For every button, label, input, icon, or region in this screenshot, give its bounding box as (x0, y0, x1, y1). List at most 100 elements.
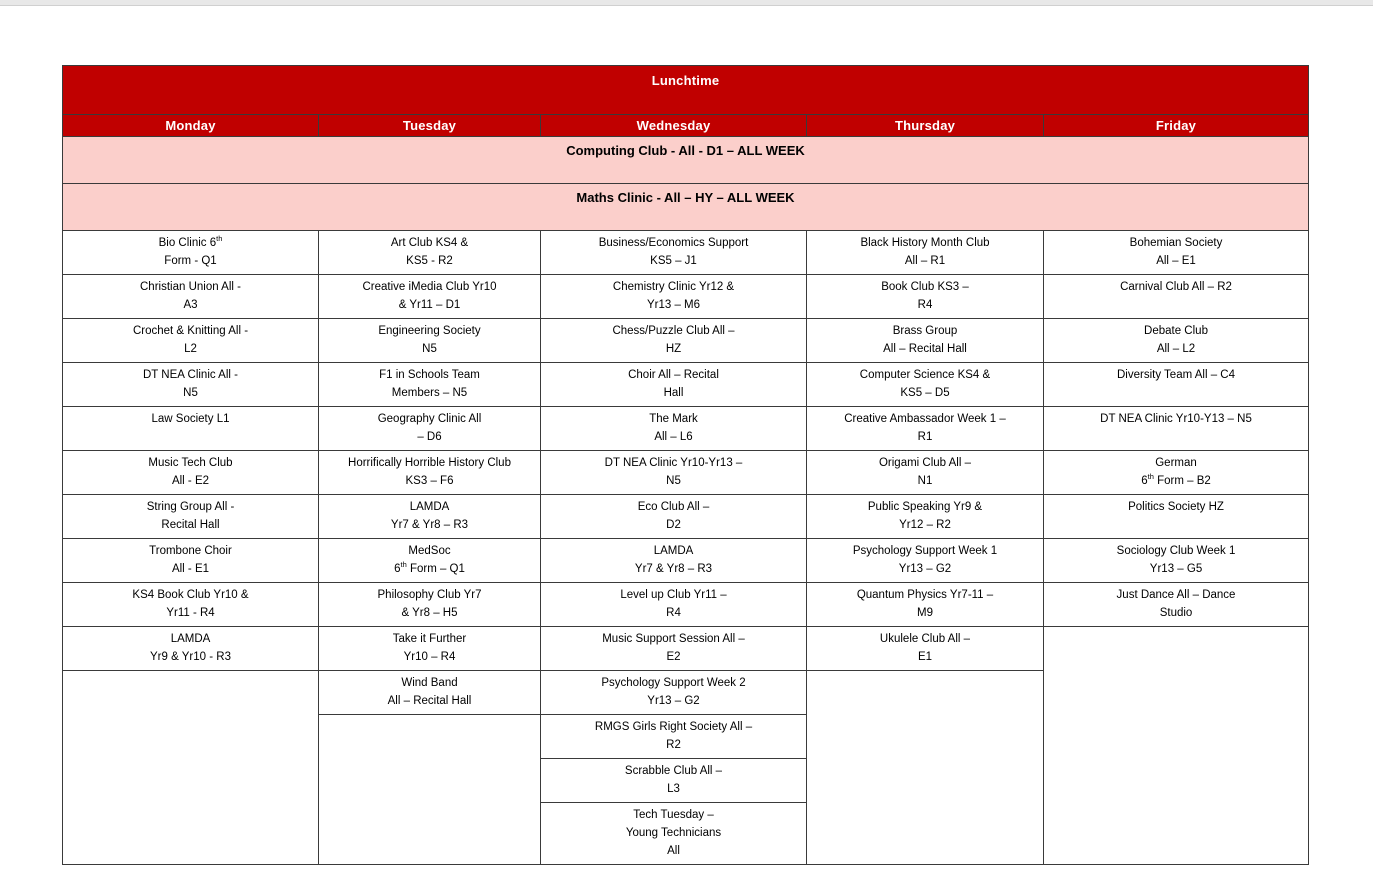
club-cell: Eco Club All – D2 (540, 494, 807, 539)
club-cell: Bio Clinic 6th Form - Q1 (62, 230, 319, 275)
club-line: Recital Hall (161, 519, 220, 531)
empty-cell (318, 714, 541, 865)
table-row: Maths Clinic - All – HY – ALL WEEK (61, 183, 1310, 231)
club-line: Music Support Session All – (602, 633, 745, 645)
club-cell: String Group All - Recital Hall (62, 494, 319, 539)
club-cell: Art Club KS4 & KS5 - R2 (318, 230, 541, 275)
club-cell: German 6th Form – B2 (1042, 450, 1310, 495)
club-line: L3 (667, 783, 680, 795)
club-cell: Wind Band All – Recital Hall (318, 670, 541, 715)
club-cell: Public Speaking Yr9 & Yr12 – R2 (806, 494, 1044, 539)
timetable-page: Lunchtime Monday Tuesday Wednesday Thursday F… (61, 65, 1310, 865)
club-line: Yr7 & Yr8 – R3 (634, 563, 713, 575)
club-line: Yr13 – G2 (898, 563, 952, 575)
club-line: Art Club KS4 & (390, 237, 469, 249)
club-cell: Horrifically Horrible History Club KS3 – … (318, 450, 541, 495)
day-header-monday: Monday (62, 114, 319, 137)
club-line: E2 (666, 651, 681, 663)
club-line: R4 (666, 607, 681, 619)
club-line: Carnival Club All – R2 (1120, 281, 1232, 293)
club-line: DT NEA Clinic Yr10-Y13 – N5 (1100, 413, 1252, 425)
table-row: String Group All - Recital Hall LAMDA Yr7 &… (62, 494, 1310, 539)
club-line: Diversity Team All – C4 (1116, 369, 1236, 381)
table-row: Music Tech Club All - E2 Horrifically Horr… (62, 450, 1310, 495)
lunchtime-timetable: Lunchtime Monday Tuesday Wednesday Thursday F… (61, 65, 1310, 865)
empty-cell (62, 670, 319, 865)
day-header-thursday: Thursday (806, 114, 1044, 137)
club-line: Debate Club (1144, 325, 1208, 337)
club-cell: DT NEA Clinic Yr10-Yr13 – N5 (540, 450, 807, 495)
club-line: LAMDA (170, 633, 211, 645)
club-line: All – E1 (1156, 255, 1196, 267)
club-line: Politics Society HZ (1128, 501, 1224, 513)
club-line: Young Technicians (625, 827, 722, 839)
club-line: Bohemian Society (1129, 237, 1223, 249)
club-line: R2 (666, 739, 681, 751)
club-line: Geography Clinic All (377, 413, 482, 425)
club-line: Black History Month Club (860, 237, 990, 249)
timetable-title: Lunchtime (61, 65, 1310, 115)
club-cell: F1 in Schools Team Members – N5 (318, 362, 541, 407)
club-line: KS4 Book Club Yr10 & (132, 589, 249, 601)
club-cell: Diversity Team All – C4 (1042, 362, 1310, 407)
club-line: Yr13 – M6 (646, 299, 701, 311)
club-cell: MedSoc 6th Form – Q1 (318, 538, 541, 583)
club-cell: Law Society L1 (62, 406, 319, 451)
club-line: Chess/Puzzle Club All – (612, 325, 735, 337)
club-line: Eco Club All – (637, 501, 710, 513)
club-line: Horrifically Horrible History Club (348, 457, 511, 469)
club-line: Law Society L1 (151, 413, 230, 425)
club-cell: Debate Club All – L2 (1042, 318, 1310, 363)
all-week-banner-2: Maths Clinic - All – HY – ALL WEEK (61, 183, 1310, 231)
club-line: Music Tech Club (148, 457, 233, 469)
club-line: Trombone Choir (149, 545, 232, 557)
club-cell: Music Tech Club All - E2 (62, 450, 319, 495)
club-line: HZ (665, 343, 682, 355)
club-line: KS5 – D5 (900, 387, 950, 399)
club-line: Creative iMedia Club Yr10 (362, 281, 497, 293)
club-line: Wind Band (401, 677, 458, 689)
club-line: & Yr11 – D1 (398, 299, 461, 311)
club-cell: LAMDA Yr9 & Yr10 - R3 (62, 626, 319, 671)
day-header-wednesday: Wednesday (540, 114, 807, 137)
table-row: Bio Clinic 6th Form - Q1 Art Club KS4 & KS5… (62, 230, 1310, 275)
club-line: Choir All – Recital (628, 369, 719, 381)
club-cell: LAMDA Yr7 & Yr8 – R3 (318, 494, 541, 539)
club-line: R1 (917, 431, 933, 443)
club-line: Public Speaking Yr9 & (867, 501, 983, 513)
club-line: Computer Science KS4 & (859, 369, 991, 381)
club-line: Yr9 & Yr10 - R3 (150, 651, 231, 663)
club-line: Brass Group (892, 325, 958, 337)
club-line: Ukulele Club All – (879, 633, 971, 645)
club-line: Yr7 & Yr8 – R3 (390, 519, 469, 531)
club-line: R4 (917, 299, 933, 311)
club-cell: Creative iMedia Club Yr10 & Yr11 – D1 (318, 274, 541, 319)
table-row: DT NEA Clinic All - N5 F1 in Schools Team M… (62, 362, 1310, 407)
table-row: Crochet & Knitting All - L2 Engineering So… (62, 318, 1310, 363)
table-row: LAMDA Yr9 & Yr10 - R3 Take it Further Yr10 … (62, 626, 1310, 865)
table-row: Tech Tuesday – Young Technicians All (63, 802, 1309, 865)
club-line: All – Recital Hall (883, 343, 967, 355)
club-cell: Black History Month Club All – R1 (806, 230, 1044, 275)
club-line: Sociology Club Week 1 (1116, 545, 1236, 557)
club-cell: Carnival Club All – R2 (1042, 274, 1310, 319)
club-cell: Take it Further Yr10 – R4 (318, 626, 541, 671)
club-cell: Ukulele Club All – E1 (806, 626, 1044, 671)
club-line: Yr12 – R2 (899, 519, 951, 531)
club-line: N5 (666, 475, 681, 487)
club-cell: Business/Economics Support KS5 – J1 (540, 230, 807, 275)
club-line: Yr13 – G2 (647, 695, 700, 707)
club-line: Engineering Society (378, 325, 481, 337)
club-line: The Mark (649, 413, 698, 425)
club-line: Yr13 – G5 (1149, 563, 1203, 575)
club-line: LAMDA (653, 545, 694, 557)
club-line: All – R1 (904, 255, 946, 267)
table-row: Trombone Choir All - E1 MedSoc 6th Form – Q… (62, 538, 1310, 583)
club-line: Business/Economics Support (598, 237, 749, 249)
club-line: Philosophy Club Yr7 (377, 589, 482, 601)
club-line: Level up Club Yr11 – (620, 589, 727, 601)
club-cell: Geography Clinic All – D6 (318, 406, 541, 451)
club-line: All - E2 (171, 475, 210, 487)
club-line: Tech Tuesday – (633, 809, 714, 821)
club-cell: Philosophy Club Yr7 & Yr8 – H5 (318, 582, 541, 627)
